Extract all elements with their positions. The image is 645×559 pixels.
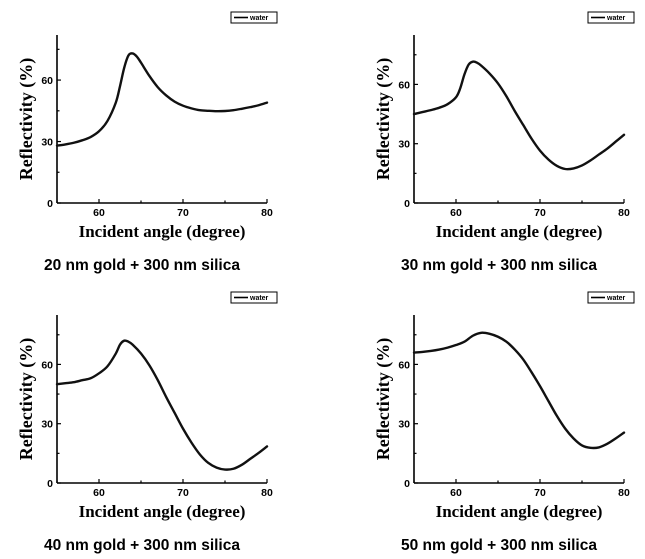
chart-svg-2: 60 70 80 0 30 60 water Reflectivity (%) Incident… — [373, 11, 635, 274]
legend-box — [230, 11, 278, 24]
y-tick-label: 0 — [404, 198, 410, 210]
y-axis-label: Reflectivity (%) — [373, 58, 394, 180]
x-tick-label: 60 — [93, 207, 105, 219]
y-tick-label: 30 — [398, 139, 410, 151]
x-axis-label: Incident angle (degree) — [436, 222, 603, 241]
chart-panel-4: 60 70 80 0 30 60 water Reflectivity (%) Incident… — [357, 280, 645, 559]
panel-caption: 50 nm gold + 300 nm silica — [401, 537, 597, 554]
y-tick-label: 60 — [41, 75, 53, 87]
legend-label: water — [606, 295, 626, 302]
panel-caption: 20 nm gold + 300 nm silica — [44, 257, 240, 274]
y-tick-label: 0 — [404, 478, 410, 490]
x-tick-label: 60 — [450, 207, 462, 219]
x-tick-label: 80 — [618, 207, 630, 219]
chart-panel-2: 60 70 80 0 30 60 water Reflectivity (%) Incident… — [357, 0, 645, 279]
legend-label: water — [606, 15, 626, 22]
x-tick-label: 70 — [534, 207, 546, 219]
legend-box — [587, 291, 635, 304]
x-tick-label: 80 — [261, 487, 273, 499]
y-tick-label: 60 — [41, 359, 53, 371]
series-line-water — [412, 331, 626, 450]
chart-svg-4: 60 70 80 0 30 60 water Reflectivity (%) Incident… — [373, 291, 635, 554]
x-axis-label: Incident angle (degree) — [79, 222, 246, 241]
series-line-water — [412, 60, 626, 171]
legend-top-right: water — [587, 11, 635, 24]
legend-top-right: water — [587, 291, 635, 304]
x-axis-label: Incident angle (degree) — [79, 502, 246, 521]
y-axis-label: Reflectivity (%) — [373, 338, 394, 460]
y-axis-label: Reflectivity (%) — [16, 58, 37, 180]
y-tick-label: 30 — [398, 419, 410, 431]
y-tick-label: 60 — [398, 359, 410, 371]
legend-label: water — [249, 15, 269, 22]
chart-panel-3: 60 70 80 0 30 60 water Reflectivity (%) Incident… — [0, 280, 322, 559]
chart-svg-3: 60 70 80 0 30 60 water Reflectivity (%) Incident… — [16, 291, 278, 554]
chart-panel-1: 60 70 80 0 30 60 water Reflectivity (%) Incident… — [0, 0, 322, 279]
y-tick-label: 60 — [398, 79, 410, 91]
x-tick-label: 60 — [93, 487, 105, 499]
x-tick-label: 70 — [177, 487, 189, 499]
x-tick-label: 60 — [450, 487, 462, 499]
x-tick-label: 70 — [534, 487, 546, 499]
panel-caption: 40 nm gold + 300 nm silica — [44, 537, 240, 554]
panel-caption: 30 nm gold + 300 nm silica — [401, 257, 597, 274]
y-tick-label: 0 — [47, 478, 53, 490]
legend-box — [587, 11, 635, 24]
legend-label: water — [249, 295, 269, 302]
legend-top-right: water — [230, 11, 278, 24]
series-line-water — [55, 339, 269, 471]
y-tick-label: 30 — [41, 419, 53, 431]
series-line-water — [55, 52, 269, 147]
legend-box — [230, 291, 278, 304]
y-axis-label: Reflectivity (%) — [16, 338, 37, 460]
legend-top-right: water — [230, 291, 278, 304]
y-tick-label: 30 — [41, 137, 53, 149]
x-axis-label: Incident angle (degree) — [436, 502, 603, 521]
x-tick-label: 80 — [618, 487, 630, 499]
chart-svg-1: 60 70 80 0 30 60 water Reflectivity (%) Incident… — [16, 11, 278, 274]
y-tick-label: 0 — [47, 198, 53, 210]
x-tick-label: 70 — [177, 207, 189, 219]
x-tick-label: 80 — [261, 207, 273, 219]
